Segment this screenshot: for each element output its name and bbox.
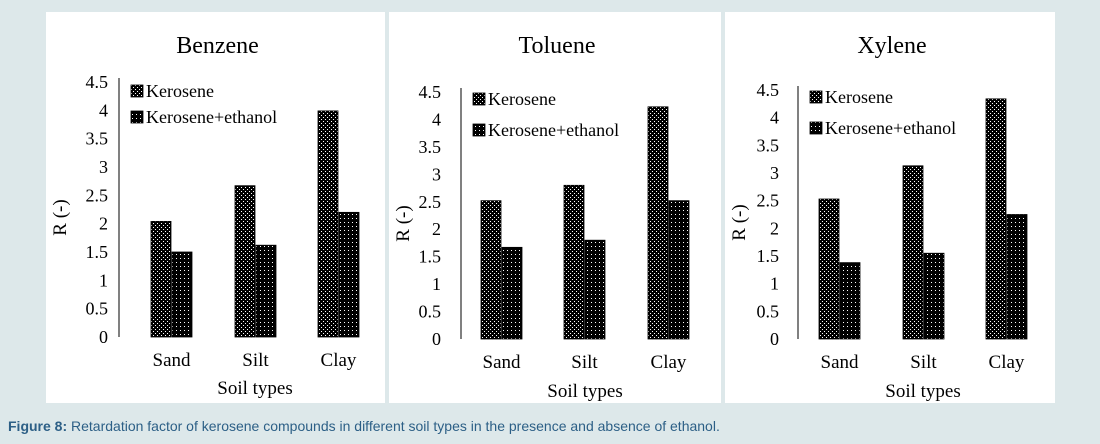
x-axis-label: Soil types — [885, 381, 960, 402]
y-tick-label: 1 — [432, 274, 441, 294]
y-tick-label: 2 — [770, 218, 779, 238]
legend-label: Kerosene — [488, 89, 556, 109]
legend-label: Kerosene+ethanol — [825, 118, 956, 138]
bar-kerosene-ethanol-sand — [171, 251, 193, 338]
y-tick-label: 3 — [99, 157, 108, 177]
y-tick-label: 0 — [99, 327, 108, 347]
y-tick-label: 3 — [432, 164, 441, 184]
chart-panel-xylene: Xylene 0 0.5 1 1.5 2 2.5 3 3.5 4 4.5 R (-) Sand Silt C… — [725, 12, 1055, 403]
x-axis-label: Soil types — [217, 378, 292, 399]
bar-kerosene-ethanol-clay — [338, 211, 360, 338]
chart-panel-benzene: Benzene 0 0.5 1 1.5 2 2.5 3 3.5 4 4.5 R (-) Sand Silt… — [46, 12, 385, 403]
bar-kerosene-ethanol-clay — [668, 200, 690, 340]
bar-kerosene-ethanol-clay — [1006, 214, 1028, 340]
y-tick-label: 0.5 — [419, 302, 442, 322]
chart-title: Xylene — [857, 33, 926, 59]
y-tick-label: 1 — [99, 270, 108, 290]
legend-swatch — [809, 121, 823, 135]
figure-caption-text: Retardation factor of kerosene compounds… — [67, 418, 720, 434]
chart-title: Benzene — [176, 33, 259, 59]
y-tick-label: 3.5 — [86, 129, 109, 149]
y-tick-label: 0 — [432, 329, 441, 349]
legend-label: Kerosene+ethanol — [488, 120, 619, 140]
y-tick-label: 2.5 — [86, 185, 109, 205]
chart-svg: Benzene 0 0.5 1 1.5 2 2.5 3 3.5 4 4.5 R (-) Sand Silt… — [50, 33, 360, 399]
y-tick-label: 1 — [770, 274, 779, 294]
y-tick-label: 3.5 — [419, 137, 442, 157]
figure-caption-label: Figure 8: — [8, 418, 68, 434]
chart-svg: Toluene 0 0.5 1 1.5 2 2.5 3 3.5 4 4.5 R (-) Sand Silt… — [393, 33, 690, 402]
bar-kerosene-clay — [647, 106, 669, 340]
y-tick-label: 4.5 — [757, 80, 780, 100]
bar-kerosene-clay — [317, 110, 339, 338]
bar-kerosene-silt — [902, 165, 924, 340]
y-tick-label: 2.5 — [757, 191, 780, 211]
x-tick-label: Sand — [821, 352, 860, 373]
chart-title: Toluene — [519, 33, 596, 59]
y-tick-label: 0.5 — [86, 299, 109, 319]
legend-swatch — [809, 90, 823, 104]
legend-swatch — [130, 110, 144, 124]
y-tick-label: 4.5 — [86, 72, 109, 92]
x-tick-label: Sand — [153, 350, 192, 371]
y-tick-label: 1.5 — [86, 242, 109, 262]
y-axis-label: R (-) — [50, 199, 71, 235]
y-tick-label: 3 — [770, 163, 779, 183]
bar-kerosene-ethanol-sand — [839, 262, 861, 340]
bar-kerosene-silt — [563, 184, 585, 340]
y-tick-label: 3.5 — [757, 135, 780, 155]
y-tick-label: 4.5 — [419, 82, 442, 102]
y-axis-label: R (-) — [393, 205, 414, 241]
chart-svg: Xylene 0 0.5 1 1.5 2 2.5 3 3.5 4 4.5 R (-) Sand Silt C… — [729, 33, 1028, 402]
bar-kerosene-sand — [480, 200, 502, 340]
y-tick-label: 1.5 — [757, 246, 780, 266]
chart-panel-toluene: Toluene 0 0.5 1 1.5 2 2.5 3 3.5 4 4.5 R (-) Sand Silt… — [389, 12, 721, 403]
bar-kerosene-ethanol-silt — [923, 252, 945, 340]
legend-swatch — [472, 92, 486, 106]
y-tick-label: 0.5 — [757, 301, 780, 321]
x-axis-label: Soil types — [547, 381, 622, 402]
y-tick-label: 4 — [99, 100, 108, 120]
bar-kerosene-clay — [985, 98, 1007, 340]
bar-kerosene-ethanol-silt — [255, 244, 277, 338]
legend-swatch — [472, 123, 486, 137]
x-tick-label: Clay — [651, 352, 687, 373]
figure-caption: Figure 8: Retardation factor of kerosene… — [8, 418, 720, 434]
y-tick-label: 4 — [432, 109, 441, 129]
y-tick-label: 0 — [770, 329, 779, 349]
y-tick-label: 4 — [770, 108, 779, 128]
y-axis-label: R (-) — [729, 204, 750, 240]
y-tick-label: 2 — [99, 214, 108, 234]
bar-kerosene-sand — [818, 198, 840, 340]
y-tick-label: 2 — [432, 219, 441, 239]
bar-kerosene-sand — [150, 220, 172, 338]
x-tick-label: Clay — [989, 352, 1025, 373]
y-tick-label: 1.5 — [419, 247, 442, 267]
x-tick-label: Silt — [910, 352, 937, 373]
legend-label: Kerosene — [146, 81, 214, 101]
bar-kerosene-silt — [234, 185, 256, 338]
x-tick-label: Silt — [242, 350, 269, 371]
x-tick-label: Sand — [483, 352, 522, 373]
bar-kerosene-ethanol-sand — [501, 246, 523, 340]
legend-label: Kerosene+ethanol — [146, 107, 277, 127]
x-tick-label: Silt — [571, 352, 598, 373]
y-tick-label: 2.5 — [419, 192, 442, 212]
legend-label: Kerosene — [825, 87, 893, 107]
x-tick-label: Clay — [321, 350, 357, 371]
bar-kerosene-ethanol-silt — [584, 239, 606, 340]
legend-swatch — [130, 84, 144, 98]
